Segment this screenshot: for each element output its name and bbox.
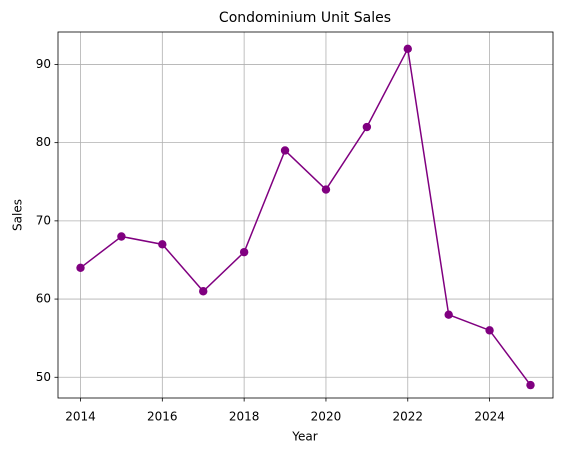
x-tick-label: 2020 [311,410,342,424]
x-tick-label: 2024 [474,410,505,424]
y-tick-label: 50 [36,370,51,384]
x-tick-label: 2016 [147,410,178,424]
marker [280,146,290,155]
x-tick-label: 2022 [392,410,423,424]
marker [403,44,412,54]
y-tick-label: 80 [36,135,51,149]
marker [199,287,208,296]
marker [362,122,372,132]
x-axis-label: Year [291,430,317,444]
x-tick-label: 2018 [229,410,260,424]
y-tick-label: 70 [36,213,51,227]
marker [321,185,331,194]
marker [444,310,453,319]
line [80,46,532,386]
x-tick-label: 2014 [65,410,96,424]
plot-frame [57,31,554,399]
y-axis-label: Sales [11,199,25,231]
marker [76,263,85,272]
marker [158,240,167,249]
y-tick-label: 60 [36,292,51,306]
y-tick-label: 90 [36,57,51,71]
marker [485,326,494,335]
marker [526,380,535,390]
marker [117,232,126,241]
chart-title: Condominium Unit Sales [219,10,391,26]
marker [239,247,249,257]
